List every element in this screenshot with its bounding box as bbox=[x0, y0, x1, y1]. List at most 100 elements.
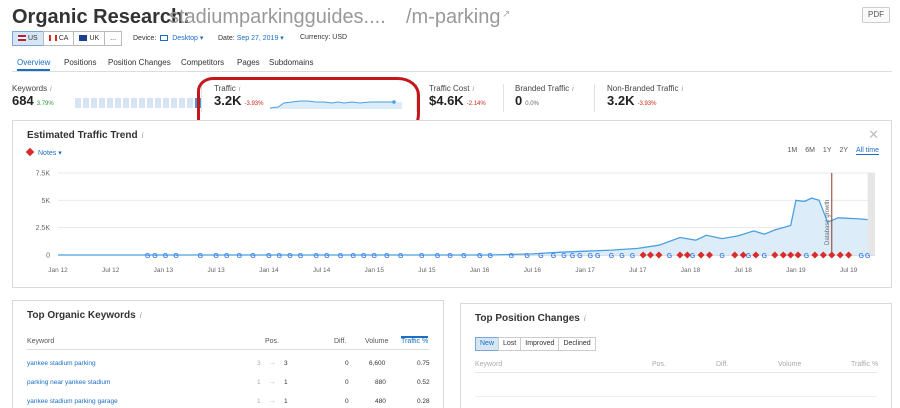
position-value: 1 bbox=[284, 379, 288, 386]
filter-declined[interactable]: Declined bbox=[558, 337, 596, 351]
range-1m[interactable]: 1M bbox=[787, 147, 798, 154]
traffic-cost-metric[interactable]: Traffic Cost i $4.6K -2.14% bbox=[429, 84, 486, 108]
page-title: Organic Research: bbox=[12, 6, 190, 28]
date-dropdown[interactable]: Date: Sep 27, 2019 ▾ bbox=[218, 34, 284, 42]
note-marker-icon bbox=[836, 251, 844, 259]
info-icon[interactable]: i bbox=[583, 314, 586, 323]
column-position[interactable]: Pos. bbox=[265, 338, 280, 345]
non-branded-traffic-metric[interactable]: Non-Branded Traffic i 3.2K -3.93% bbox=[607, 84, 683, 108]
google-update-icon: G bbox=[609, 253, 615, 260]
keyword-link[interactable]: yankee stadium parking bbox=[27, 360, 96, 367]
google-update-icon: G bbox=[509, 253, 515, 260]
tab-overview[interactable]: Overview bbox=[17, 58, 51, 71]
branded-traffic-label: Branded Traffic bbox=[515, 84, 570, 93]
position-changes-panel: Top Position Changes i New Lost Improved … bbox=[460, 303, 892, 408]
google-update-icon: G bbox=[588, 253, 594, 260]
range-6m[interactable]: 6M bbox=[805, 147, 815, 154]
filter-improved[interactable]: Improved bbox=[520, 337, 560, 351]
google-update-icon: G bbox=[266, 253, 272, 260]
google-update-icon: G bbox=[250, 253, 256, 260]
range-all-time[interactable]: All time bbox=[856, 147, 879, 155]
domain-title[interactable]: stadiumparkingguides.... bbox=[169, 6, 386, 28]
google-update-icon: G bbox=[551, 253, 557, 260]
column-keyword[interactable]: Keyword bbox=[27, 338, 55, 345]
database-selector: US CA UK ... bbox=[12, 31, 123, 46]
google-update-icon: G bbox=[198, 253, 204, 260]
volume-value: 880 bbox=[375, 379, 386, 386]
info-icon[interactable]: i bbox=[141, 131, 144, 140]
column-traffic-percent[interactable]: Traffic % bbox=[401, 336, 429, 345]
database-us-button[interactable]: US bbox=[12, 31, 44, 46]
keywords-bar bbox=[171, 98, 177, 108]
filter-new[interactable]: New bbox=[475, 337, 500, 351]
tab-positions[interactable]: Positions bbox=[64, 58, 97, 67]
column-traffic-percent[interactable]: Traffic % bbox=[851, 361, 879, 368]
column-difficulty[interactable]: Diff. bbox=[716, 361, 729, 368]
position-changes-title-text: Top Position Changes bbox=[475, 313, 580, 324]
close-icon[interactable]: ✕ bbox=[868, 127, 879, 142]
path-title[interactable]: /m-parking bbox=[406, 6, 501, 28]
uk-flag-icon bbox=[79, 35, 88, 41]
keyword-link[interactable]: parking near yankee stadium bbox=[27, 379, 111, 386]
google-update-icon: G bbox=[447, 253, 453, 260]
keywords-bar bbox=[99, 98, 105, 108]
keywords-bar bbox=[123, 98, 129, 108]
tab-pages[interactable]: Pages bbox=[237, 58, 260, 67]
x-tick-label: Jan 16 bbox=[470, 267, 490, 274]
traffic-label: Traffic bbox=[214, 84, 236, 93]
note-marker-icon bbox=[787, 251, 795, 259]
more-databases-button[interactable]: ... bbox=[104, 31, 123, 46]
database-ca-button[interactable]: CA bbox=[42, 31, 75, 46]
google-update-icon: G bbox=[561, 253, 567, 260]
column-difficulty[interactable]: Diff. bbox=[334, 338, 347, 345]
note-marker-icon bbox=[828, 251, 836, 259]
google-update-icon: G bbox=[570, 253, 576, 260]
us-flag-icon bbox=[18, 35, 26, 41]
note-marker-icon bbox=[25, 147, 35, 157]
difficulty-value: 0 bbox=[345, 398, 349, 405]
keywords-metric[interactable]: Keywords i 684 3.79% bbox=[12, 84, 54, 108]
column-volume[interactable]: Volume bbox=[365, 338, 389, 345]
info-icon[interactable]: i bbox=[238, 86, 241, 93]
pdf-export-button[interactable]: PDF bbox=[862, 7, 890, 23]
note-marker-icon bbox=[697, 251, 705, 259]
range-2y[interactable]: 2Y bbox=[839, 147, 849, 154]
info-icon[interactable]: i bbox=[681, 86, 684, 93]
info-icon[interactable]: i bbox=[472, 86, 475, 93]
column-keyword[interactable]: Keyword bbox=[475, 361, 503, 368]
notes-dropdown[interactable]: Notes ▾ bbox=[25, 147, 62, 157]
info-icon[interactable]: i bbox=[50, 86, 52, 93]
google-update-icon: G bbox=[538, 253, 544, 260]
filter-lost[interactable]: Lost bbox=[498, 337, 522, 351]
info-icon[interactable]: i bbox=[139, 311, 142, 320]
info-icon[interactable]: i bbox=[572, 86, 574, 93]
traffic-trend-title-text: Estimated Traffic Trend bbox=[27, 130, 138, 141]
position-change-filters: New Lost Improved Declined bbox=[475, 337, 596, 351]
branded-traffic-metric[interactable]: Branded Traffic i 0 0.0% bbox=[515, 84, 574, 108]
keyword-link[interactable]: yankee stadium parking garage bbox=[27, 398, 118, 405]
database-uk-button[interactable]: UK bbox=[73, 31, 106, 46]
x-tick-label: Jul 15 bbox=[418, 267, 436, 274]
traffic-sparkline-area bbox=[270, 101, 402, 109]
difficulty-value: 0 bbox=[345, 379, 349, 386]
google-update-icon: G bbox=[619, 253, 625, 260]
device-dropdown[interactable]: Device: Desktop ▾ bbox=[133, 34, 203, 42]
google-update-icon: G bbox=[287, 253, 293, 260]
tab-subdomains[interactable]: Subdomains bbox=[269, 58, 314, 67]
google-update-icon: G bbox=[524, 253, 530, 260]
note-marker-icon bbox=[731, 251, 739, 259]
google-update-icon: G bbox=[630, 253, 636, 260]
column-volume[interactable]: Volume bbox=[778, 361, 802, 368]
keywords-bar-chart bbox=[75, 98, 201, 108]
tab-competitors[interactable]: Competitors bbox=[181, 58, 225, 67]
tab-position-changes[interactable]: Position Changes bbox=[108, 58, 171, 67]
ca-flag-icon bbox=[48, 35, 57, 41]
x-tick-label: Jul 19 bbox=[840, 267, 858, 274]
x-tick-label: Jan 14 bbox=[259, 267, 279, 274]
google-update-icon: G bbox=[435, 253, 441, 260]
keywords-bar bbox=[107, 98, 113, 108]
range-1y[interactable]: 1Y bbox=[822, 147, 832, 154]
column-position[interactable]: Pos. bbox=[652, 361, 667, 368]
external-link-icon[interactable]: ↗ bbox=[502, 9, 511, 20]
branded-traffic-value: 0 bbox=[515, 93, 523, 108]
